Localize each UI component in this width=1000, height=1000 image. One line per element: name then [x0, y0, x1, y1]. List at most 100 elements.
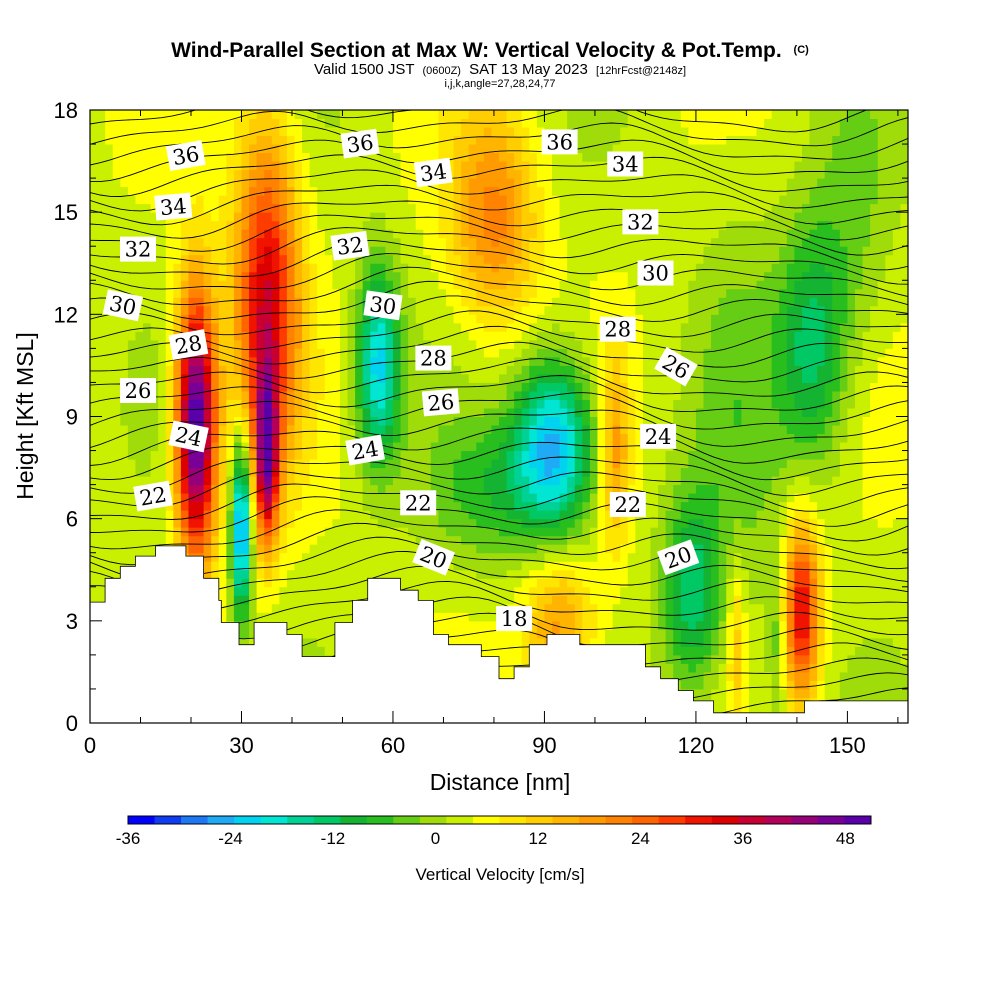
velocity-cell [295, 314, 303, 324]
velocity-cell [666, 510, 682, 520]
velocity-cell [393, 118, 439, 128]
velocity-cell [507, 212, 515, 222]
velocity-cell [810, 612, 818, 622]
velocity-cell [211, 450, 219, 460]
velocity-cell [219, 407, 227, 417]
velocity-cell [794, 688, 810, 698]
velocity-cell [173, 510, 181, 520]
velocity-cell [878, 373, 909, 383]
velocity-cell [423, 322, 461, 332]
velocity-cell [287, 331, 295, 341]
velocity-cell [454, 144, 470, 154]
velocity-cell [567, 450, 575, 460]
velocity-cell [832, 603, 908, 613]
velocity-cell [885, 254, 908, 264]
velocity-cell [446, 254, 462, 264]
velocity-cell [234, 186, 242, 196]
velocity-cell [234, 169, 242, 179]
velocity-cell [597, 612, 613, 622]
velocity-cell [151, 467, 167, 477]
velocity-cell [704, 671, 720, 681]
velocity-cell [272, 535, 280, 545]
velocity-cell [741, 646, 749, 656]
velocity-cell [764, 646, 772, 656]
velocity-cell [878, 127, 909, 137]
velocity-cell [787, 356, 795, 366]
contour-label: 32 [622, 209, 658, 234]
velocity-cell [461, 127, 484, 137]
velocity-cell [817, 561, 825, 571]
velocity-cell [711, 595, 719, 605]
velocity-cell [582, 382, 590, 392]
velocity-cell [825, 382, 841, 392]
velocity-cell [385, 212, 416, 222]
velocity-cell [461, 195, 469, 205]
velocity-cell [628, 433, 636, 443]
velocity-cell [461, 501, 492, 511]
chart-title-mark: (C) [794, 44, 810, 56]
velocity-cell [401, 407, 409, 417]
velocity-cell [272, 135, 288, 145]
velocity-cell [128, 339, 159, 349]
velocity-cell [870, 237, 893, 247]
velocity-cell [287, 569, 477, 579]
velocity-cell [340, 297, 348, 307]
velocity-cell [234, 510, 242, 520]
velocity-cell [582, 407, 590, 417]
velocity-cell [325, 527, 409, 537]
velocity-cell [787, 569, 795, 579]
velocity-cell [878, 365, 909, 375]
velocity-cell [476, 339, 514, 349]
velocity-cell [514, 195, 522, 205]
velocity-cell [529, 382, 537, 392]
velocity-cell [688, 518, 704, 528]
velocity-cell [401, 399, 409, 409]
velocity-cell [779, 569, 787, 579]
velocity-cell [90, 535, 166, 545]
velocity-cell [90, 459, 136, 469]
velocity-cell [666, 535, 674, 545]
velocity-cell [719, 637, 727, 647]
velocity-cell [810, 135, 833, 145]
velocity-cell [272, 373, 280, 383]
velocity-cell [211, 212, 219, 222]
velocity-cell [454, 314, 477, 324]
velocity-cell [226, 169, 234, 179]
velocity-cell [287, 450, 295, 460]
velocity-cell [363, 484, 379, 494]
velocity-cell [385, 459, 401, 469]
velocity-cell [158, 425, 166, 435]
velocity-cell [295, 518, 333, 528]
velocity-cell [719, 680, 727, 690]
velocity-cell [772, 399, 795, 409]
velocity-cell [166, 263, 174, 273]
velocity-cell [575, 399, 583, 409]
velocity-cell [628, 390, 636, 400]
velocity-cell [560, 493, 568, 503]
velocity-cell [529, 433, 537, 443]
velocity-cell [226, 552, 234, 562]
velocity-cell [741, 629, 749, 639]
velocity-cell [779, 620, 787, 630]
velocity-cell [340, 339, 348, 349]
colorbar-swatch [446, 816, 473, 824]
velocity-cell [696, 263, 772, 273]
velocity-cell [628, 382, 644, 392]
velocity-cell [370, 407, 386, 417]
velocity-cell [257, 561, 265, 571]
velocity-cell [575, 135, 621, 145]
velocity-cell [219, 518, 227, 528]
velocity-cell [234, 314, 242, 324]
velocity-cell [173, 382, 181, 392]
velocity-cell [794, 297, 810, 307]
velocity-cell [166, 407, 174, 417]
velocity-cell [484, 407, 507, 417]
velocity-cell [529, 416, 537, 426]
velocity-cell [537, 603, 545, 613]
velocity-cell [832, 586, 908, 596]
velocity-cell [264, 356, 272, 366]
velocity-cell [787, 578, 795, 588]
velocity-cell [241, 459, 249, 469]
velocity-cell [787, 339, 795, 349]
velocity-cell [279, 348, 287, 358]
